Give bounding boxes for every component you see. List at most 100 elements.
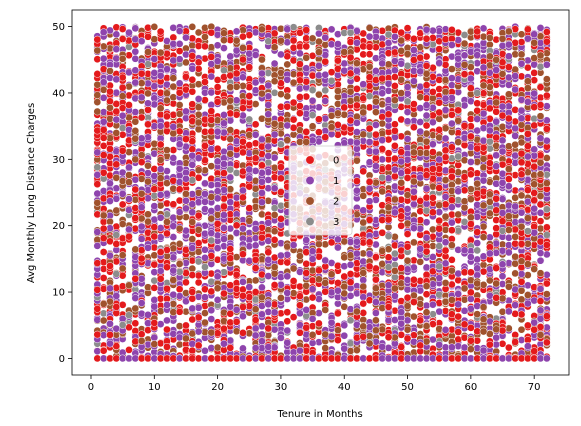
data-point [118, 83, 127, 92]
data-point [479, 222, 488, 231]
data-point [270, 163, 279, 172]
data-point [207, 162, 216, 170]
data-point [308, 111, 317, 119]
data-point [169, 129, 178, 138]
data-point [429, 300, 437, 309]
data-point [289, 264, 298, 273]
data-point [150, 296, 159, 304]
data-point [144, 259, 152, 268]
data-point [530, 69, 539, 77]
data-point [435, 59, 444, 67]
data-point [289, 313, 298, 321]
data-point [315, 29, 323, 38]
data-point [403, 167, 412, 176]
data-point [448, 256, 456, 264]
data-point [188, 315, 197, 324]
data-point [169, 244, 178, 253]
data-point [277, 273, 285, 281]
data-point [353, 320, 361, 329]
data-point [511, 132, 520, 140]
data-point [207, 328, 216, 337]
data-point [397, 28, 406, 37]
data-point [270, 153, 279, 162]
data-point [384, 245, 393, 254]
data-point [296, 268, 304, 276]
data-point [245, 83, 254, 91]
data-point [454, 106, 463, 115]
data-point [289, 56, 298, 65]
data-point [505, 248, 513, 257]
data-point [473, 189, 482, 198]
data-point [150, 202, 159, 210]
data-point [473, 302, 482, 310]
data-point [112, 107, 121, 116]
data-point [505, 81, 513, 89]
data-point [163, 316, 171, 325]
data-point [182, 321, 190, 330]
data-point [353, 177, 361, 185]
data-point [492, 179, 501, 188]
data-point [321, 97, 330, 105]
data-point [169, 24, 178, 32]
data-point [524, 281, 532, 290]
data-point [106, 179, 114, 188]
data-point [308, 136, 317, 145]
data-point [220, 66, 228, 75]
data-point [270, 184, 279, 193]
data-point [454, 36, 463, 44]
data-point [93, 98, 102, 106]
data-point [365, 50, 374, 59]
data-point [315, 71, 323, 80]
data-point [175, 240, 184, 248]
data-point [239, 111, 247, 120]
data-point [296, 282, 304, 291]
data-point [258, 55, 266, 64]
data-point [302, 306, 311, 314]
data-point [454, 54, 463, 63]
data-point [156, 27, 165, 36]
data-point [264, 196, 273, 205]
data-point [251, 100, 260, 108]
data-point [283, 38, 292, 47]
data-point [112, 324, 121, 333]
data-point [321, 57, 330, 66]
data-point [511, 124, 520, 133]
data-point [239, 82, 247, 90]
data-point [232, 229, 241, 237]
data-point [188, 34, 197, 43]
data-point [308, 315, 317, 323]
data-point [283, 60, 292, 69]
data-point [524, 291, 532, 299]
data-point [264, 248, 273, 257]
data-point [194, 95, 203, 103]
data-point [106, 26, 114, 35]
data-point [410, 46, 418, 54]
data-point [239, 278, 247, 286]
data-point [213, 244, 222, 253]
data-point [201, 205, 209, 213]
data-point [410, 123, 418, 132]
data-point [454, 168, 463, 177]
data-point [505, 259, 513, 267]
data-point [93, 55, 102, 64]
data-point [524, 197, 532, 206]
data-point [289, 277, 298, 285]
data-point [226, 165, 235, 174]
data-point [264, 176, 273, 184]
data-point [156, 104, 165, 113]
data-point [340, 331, 349, 340]
data-point [448, 65, 456, 73]
data-point [175, 292, 184, 300]
data-point [422, 52, 431, 61]
data-point [99, 108, 108, 116]
data-point [346, 260, 355, 269]
data-point [302, 42, 311, 51]
data-point [163, 229, 171, 238]
data-point [175, 47, 184, 55]
data-point [112, 23, 121, 32]
data-point [467, 185, 475, 194]
data-point [492, 264, 501, 272]
data-point [403, 285, 412, 294]
data-point [378, 228, 387, 237]
data-point [448, 241, 456, 250]
